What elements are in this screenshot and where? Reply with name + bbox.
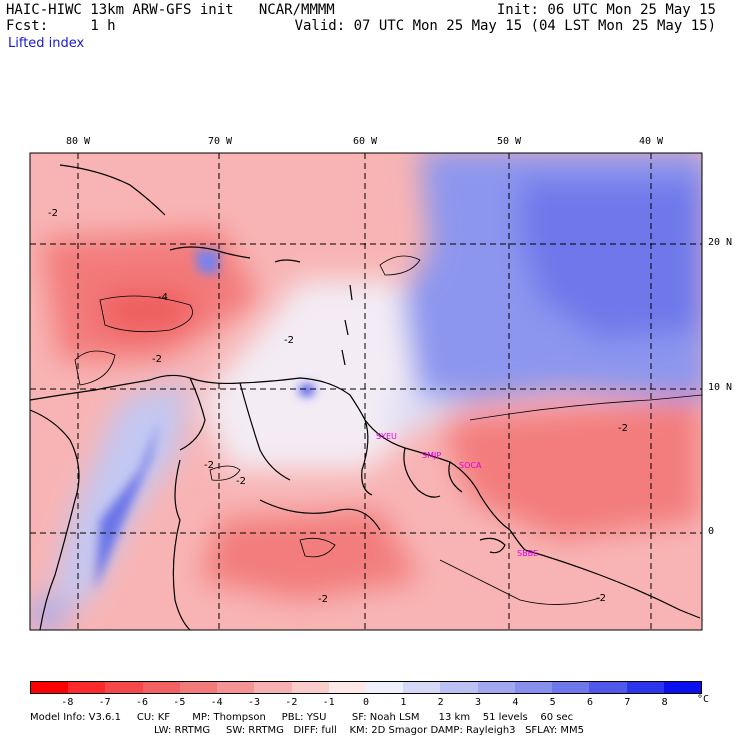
- colorbar: [30, 681, 702, 694]
- colorbar-label: -1: [322, 697, 335, 708]
- blue-spot-hispaniola: [195, 250, 220, 275]
- site-label: SMJP: [422, 451, 442, 460]
- colorbar-label: 0: [362, 697, 370, 708]
- colorbar-label: -3: [247, 697, 261, 708]
- colorbar-label: -8: [61, 697, 74, 708]
- footer-line2: LW: RRTMG SW: RRTMG DIFF: full KM: 2D Sm…: [154, 725, 584, 736]
- colorbar-segment: [626, 682, 664, 693]
- lat-label: 0: [708, 526, 715, 537]
- colorbar-segment: [514, 682, 553, 693]
- colorbar-segment: [68, 682, 106, 693]
- variable-name: Lifted index: [8, 36, 85, 51]
- fcst-value: 1 h: [90, 18, 116, 34]
- colorbar-segment: [31, 682, 69, 693]
- lon-label: 40 W: [639, 136, 664, 147]
- red-core-nw: [100, 290, 190, 335]
- lat-label: 20 N: [708, 237, 733, 248]
- colorbar-segment: [328, 682, 366, 693]
- footer-line1: Model Info: V3.6.1 CU: KF MP: Thompson P…: [30, 712, 574, 723]
- org-label: NCAR/MMMM: [258, 2, 335, 18]
- map-frame: [29, 152, 703, 631]
- header-right: Init: 06 UTC Mon 25 May 15 Valid: 07 UTC…: [295, 2, 716, 34]
- blue-spot-caribbean: [300, 385, 315, 396]
- lon-label: 50 W: [497, 136, 522, 147]
- colorbar-segment: [403, 682, 441, 693]
- colorbar-segment: [217, 682, 255, 693]
- contours: [74, 255, 702, 605]
- contour-label: -2: [596, 593, 606, 604]
- colorbar-label: -7: [98, 697, 111, 708]
- contour-label: -2: [152, 354, 162, 365]
- colorbar-segment: [365, 682, 404, 693]
- init-time: Init: 06 UTC Mon 25 May 15: [496, 2, 716, 18]
- colorbar-label: 3: [474, 697, 482, 708]
- colorbar-label: 5: [549, 697, 556, 708]
- contour-label: -2: [318, 594, 328, 605]
- site-label: SYEU: [376, 432, 397, 441]
- contour-label: -4: [158, 292, 168, 303]
- lon-label: 80 W: [66, 136, 91, 147]
- pale-zone-east: [380, 395, 470, 430]
- valid-time: Valid: 07 UTC Mon 25 May 15 (04 LST Mon …: [294, 18, 716, 34]
- site-label: SOCA: [459, 461, 482, 470]
- fcst-label: Fcst:: [6, 18, 49, 34]
- colorbar-segment: [179, 682, 218, 693]
- lon-label: 60 W: [353, 136, 378, 147]
- contour-label: -2: [618, 423, 628, 434]
- blue-core-ne: [520, 180, 700, 340]
- contour-label: -2: [48, 208, 58, 219]
- red-region-se: [440, 400, 700, 540]
- header-left: HAIC-HIWC 13km ARW-GFS init NCAR/MMMM Fc…: [6, 2, 335, 34]
- colorbar-label: 4: [512, 697, 519, 708]
- lat-lon-grid: [30, 153, 702, 630]
- lat-label: 10 N: [708, 382, 733, 393]
- colorbar-label: 8: [661, 697, 668, 708]
- contour-label: -2: [284, 335, 294, 346]
- colorbar-label: 7: [624, 697, 631, 708]
- contour-label: -2: [236, 476, 246, 487]
- colorbar-label: -5: [173, 697, 186, 708]
- colorbar-segment: [142, 682, 180, 693]
- site-label: SBBE: [517, 549, 539, 558]
- colorbar-label: 6: [586, 697, 594, 708]
- colorbar-label: 2: [437, 697, 444, 708]
- colorbar-segment: [440, 682, 478, 693]
- blue-streaks-andes: [95, 420, 160, 590]
- colorbar-segment: [105, 682, 143, 693]
- colorbar-label: -4: [210, 697, 223, 708]
- colorbar-label: -6: [135, 697, 149, 708]
- colorbar-segment: [254, 682, 292, 693]
- colorbar-segment: [477, 682, 515, 693]
- colorbar-segment: [291, 682, 329, 693]
- colorbar-label: 1: [400, 697, 407, 708]
- contour-label-group: -4 -2 -2 -2 -2 -2 -2 -2 -2: [48, 208, 628, 605]
- colorbar-label: -2: [285, 697, 298, 708]
- coastlines: [30, 164, 701, 630]
- colorbar-unit: °C: [697, 694, 710, 705]
- colorbar-segment: [663, 682, 701, 693]
- blue-corner-sw: [30, 600, 70, 630]
- colorbar-segment: [552, 682, 590, 693]
- model-title: HAIC-HIWC 13km ARW-GFS init: [6, 2, 234, 18]
- colorbar-segment: [589, 682, 627, 693]
- contour-label: -2: [204, 460, 214, 471]
- lon-label: 70 W: [208, 136, 233, 147]
